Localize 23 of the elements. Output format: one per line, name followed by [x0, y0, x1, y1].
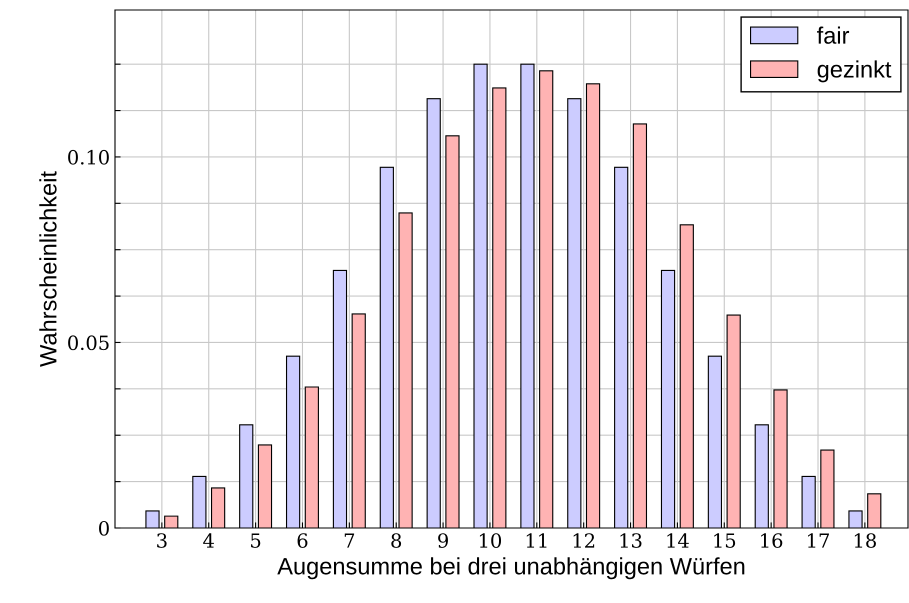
x-tick-label: 8	[391, 533, 402, 548]
x-tick-label: 7	[344, 533, 354, 548]
x-tick-label: 5	[251, 533, 260, 548]
x-tick-label: 15	[714, 533, 736, 548]
x-tick-label: 13	[620, 533, 642, 548]
x-tick-label: 12	[574, 533, 594, 548]
x-tick-label: 9	[438, 533, 448, 548]
x-tick-label: 11	[526, 533, 546, 548]
y-tick-label: 0	[99, 520, 109, 536]
x-tick-label: 6	[298, 533, 308, 548]
legend-label: fair	[817, 26, 850, 44]
legend-label: gezinkt	[818, 60, 892, 82]
x-tick-label: 10	[480, 533, 502, 548]
y-tick-label: 0.10	[68, 150, 109, 165]
x-tick-label: 14	[667, 533, 689, 548]
x-tick-label: 16	[761, 533, 782, 548]
x-tick-label: 17	[808, 533, 829, 548]
y-tick-label: 0.05	[68, 335, 109, 350]
x-tick-label: 4	[203, 533, 214, 548]
x-tick-label: 3	[157, 533, 167, 548]
y-axis-title: Wahrscheinlichkeit	[39, 171, 57, 367]
x-tick-label: 18	[854, 533, 876, 548]
x-axis-title: Augensumme bei drei unabhängigen Würfen	[277, 557, 744, 580]
